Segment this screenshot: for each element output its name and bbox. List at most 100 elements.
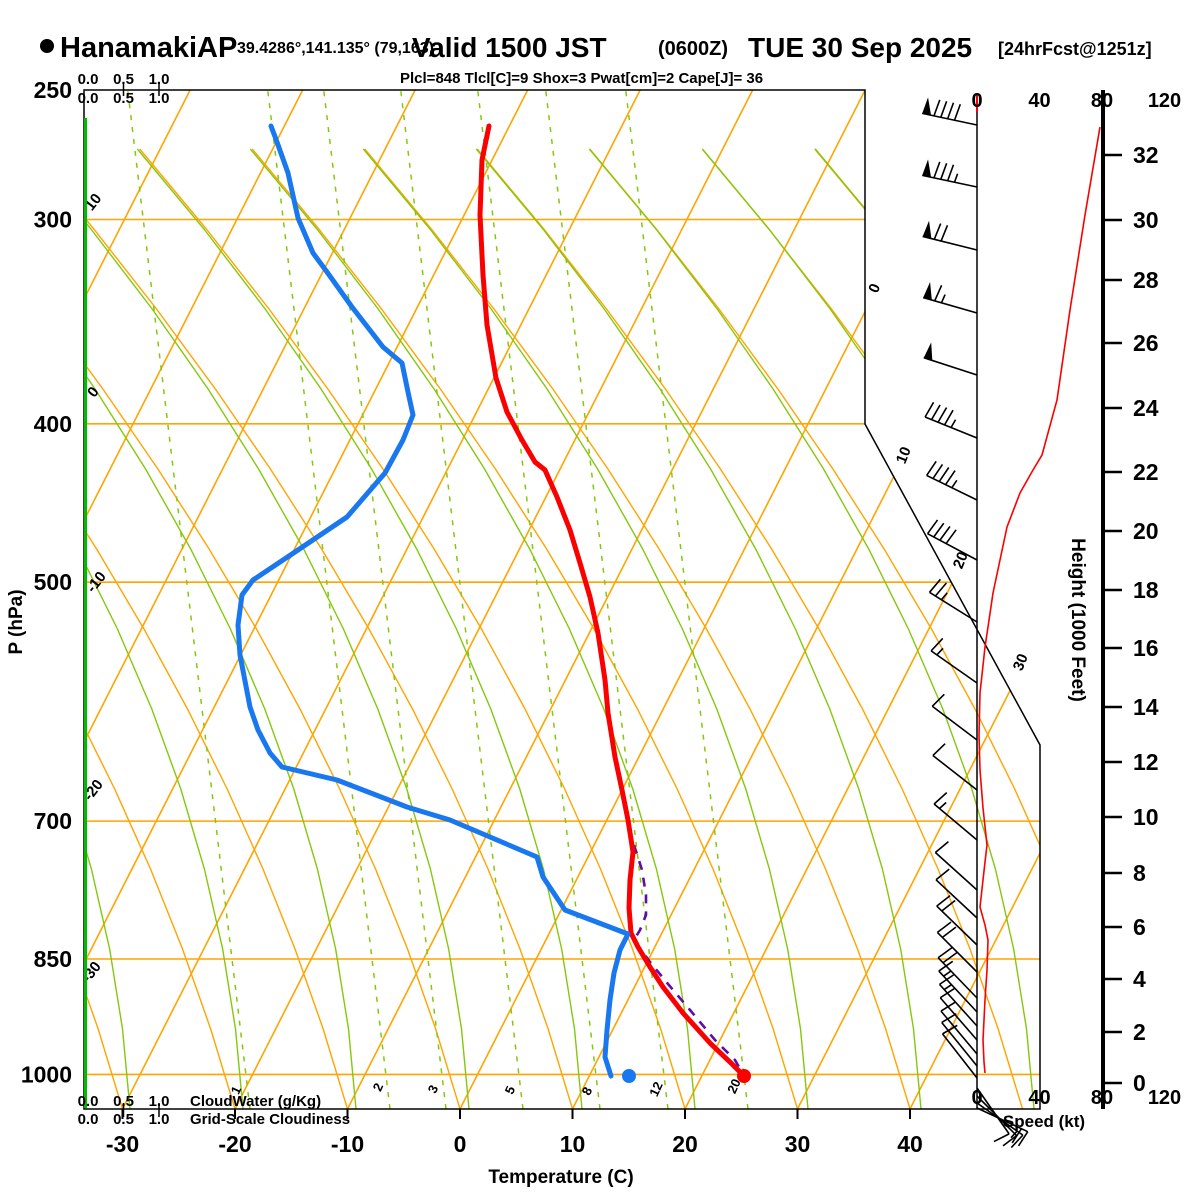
height-tick-label: 6 (1133, 914, 1146, 940)
isotherm-line (459, 90, 979, 1109)
pressure-tick-label: 700 (34, 808, 72, 834)
dry-adiabat-label: -10 (83, 568, 110, 596)
isotherm-line (234, 90, 754, 1109)
barb-full (993, 1133, 1010, 1143)
moist-adiabat-line (136, 148, 583, 1109)
barb-full (953, 103, 962, 121)
wind-barb (935, 868, 978, 919)
temp-tick-label: 20 (672, 1131, 698, 1157)
barb-full (928, 578, 942, 593)
temp-tick-label: 40 (897, 1131, 923, 1157)
speed-tick-label-top: 80 (1091, 90, 1113, 112)
mixing-ratio-line (322, 90, 447, 1109)
cloudwater-scale-tick-top: 1.0 (149, 71, 170, 88)
wind-barb (939, 987, 978, 1041)
height-tick-label: 14 (1133, 694, 1159, 720)
chart-header: HanamakiAP 39.4286°,141.135° (79,163) Va… (6, 32, 1152, 1188)
wind-barb (922, 220, 978, 251)
barb-full (926, 460, 937, 476)
temp-tick-label: 10 (560, 1131, 586, 1157)
dry-adiabat-line (701, 148, 1040, 1109)
barb-full (934, 840, 949, 854)
isotherm-line (909, 90, 1040, 1109)
cloudwater-scale-tick-bottom: 0.0 (78, 1093, 99, 1110)
barb-full (938, 960, 954, 972)
dry-adiabat-line (476, 148, 1024, 1109)
dry-adiabat-label: -30 (78, 958, 105, 986)
barb-full (932, 743, 946, 757)
background-grid (84, 90, 1200, 1109)
wind-barb (936, 895, 978, 946)
barb-full (938, 467, 950, 483)
wind-barb (934, 840, 978, 891)
temperature-curve (477, 123, 747, 1079)
wind-barb (941, 1013, 978, 1067)
barb-full (940, 224, 949, 242)
pressure-tick-label: 400 (34, 411, 72, 437)
height-tick-label: 32 (1133, 142, 1159, 168)
barb-full (1002, 1134, 1018, 1147)
speed-tick-label-top: 0 (971, 90, 982, 112)
speed-axis-title: Speed (kt) (1003, 1112, 1085, 1131)
wind-barb (922, 97, 978, 126)
station-coords: 39.4286°,141.135° (79,163) (237, 40, 434, 57)
moist-adiabat-line (475, 148, 922, 1109)
surface-temperature-dot (737, 1069, 751, 1083)
barb-half (938, 801, 947, 810)
barb-full (924, 401, 935, 418)
isotherm-label: 10 (893, 444, 915, 466)
pressure-axis-title: P (hPa) (6, 589, 27, 654)
barb-full (933, 223, 942, 240)
isotherm-line (84, 90, 191, 1109)
speed-tick-label-bottom: 120 (1148, 1087, 1181, 1109)
wind-barb (941, 1024, 978, 1079)
cloudiness-scale-tick-top: 0.5 (113, 90, 134, 107)
height-tick-label: 4 (1133, 966, 1146, 992)
barb-pennant (923, 282, 932, 301)
isotherm-label: 20 (950, 549, 972, 571)
pressure-tick-label: 250 (34, 77, 72, 103)
temp-tick-label: 0 (454, 1131, 467, 1157)
barb-full (932, 463, 944, 479)
barb-pennant (922, 97, 932, 116)
barb-full (936, 921, 952, 934)
cloudwater-scale-tick-top: 0.0 (78, 71, 99, 88)
wind-barb (930, 637, 978, 684)
height-tick-label: 16 (1133, 635, 1159, 661)
wind-barb (931, 693, 978, 741)
station-bullet (40, 39, 54, 53)
dry-adiabat-label: 10 (82, 190, 106, 214)
barb-half (951, 479, 958, 489)
barb-full (939, 974, 955, 986)
mixing-ratio-line (624, 90, 749, 1109)
moist-adiabat-line (84, 148, 470, 1109)
wind-barb (924, 401, 978, 439)
mixing-ratio-label: 20 (724, 1076, 744, 1095)
valid-time: Valid 1500 JST (412, 32, 607, 63)
wind-barb (938, 974, 978, 1027)
surface-dewpoint-dot (622, 1069, 636, 1083)
speed-tick-label-bottom: 40 (1028, 1087, 1050, 1109)
barb-full (944, 470, 956, 486)
barb-full (937, 407, 948, 423)
barb-full (937, 947, 953, 959)
temperature-axis-title: Temperature (C) (488, 1167, 633, 1188)
barb-full (930, 404, 941, 421)
mixing-ratio-line (126, 90, 251, 1109)
sounding-profiles (235, 123, 751, 1083)
wind-barb (932, 743, 978, 791)
barb-full (941, 1013, 957, 1024)
barb-full (943, 409, 954, 426)
dry-adiabat-line (1152, 149, 1200, 1109)
cloudiness-scale-tick-top: 0.0 (78, 90, 99, 107)
station-name: HanamakiAP (60, 32, 237, 64)
dry-adiabat-line (84, 148, 236, 1109)
wind-barb (938, 960, 978, 1013)
height-tick-label: 0 (1133, 1070, 1146, 1096)
barb-full (939, 987, 955, 999)
barb-pennant (923, 342, 933, 361)
mixing-ratio-line (476, 90, 601, 1109)
height-tick-label: 26 (1133, 330, 1159, 356)
barb-full (930, 637, 944, 652)
